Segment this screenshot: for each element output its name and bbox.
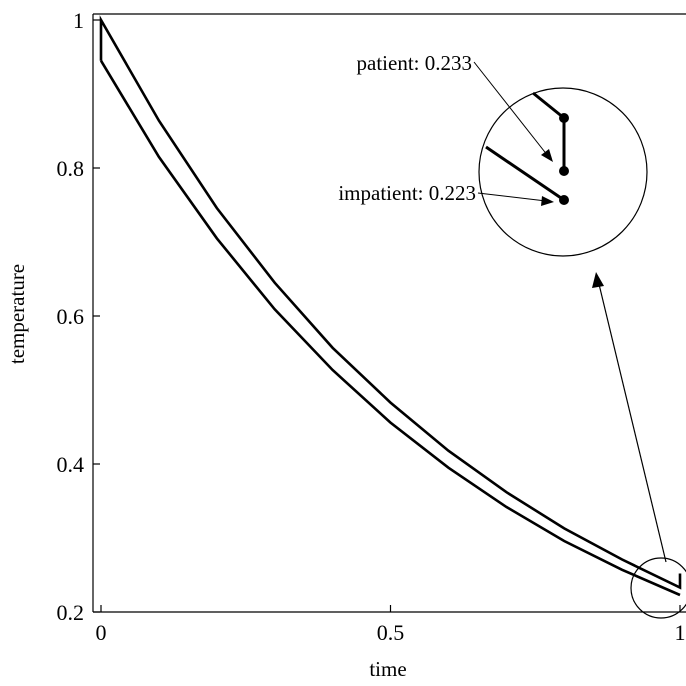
inset-circle: [478, 87, 648, 257]
x-axis-label: time: [369, 657, 406, 681]
series-1-line: [99, 15, 682, 590]
inset-patient-final-point: [559, 166, 569, 176]
y-axis-label: temperature: [5, 264, 29, 364]
inset-patient-top-point: [559, 113, 569, 123]
impatient-annotation: impatient: 0.223: [338, 181, 476, 205]
focus-circle: [630, 557, 686, 619]
zoom-connector-arrow: [597, 279, 667, 563]
y-tick-label: 0.4: [57, 452, 85, 477]
series-2-line: [99, 60, 681, 597]
x-tick-label: 0.5: [377, 620, 405, 645]
patient-annotation: patient: 0.233: [357, 51, 472, 75]
impatient-leader-arrowhead: [541, 196, 554, 206]
impatient-leader-line: [477, 192, 547, 202]
x-tick-label: 0: [96, 620, 107, 645]
patient-leader-line: [473, 61, 549, 157]
y-tick-label: 1: [73, 8, 84, 33]
zoom-connector-arrowhead: [592, 272, 604, 288]
zoom-inset: patient: 0.233 impatient: 0.223: [338, 51, 686, 619]
y-tick-label: 0.2: [57, 600, 85, 625]
patient-leader-arrowhead: [541, 149, 553, 162]
ticks: 0.2 0.4 0.6 0.8 1 0 0.5 1: [57, 8, 686, 645]
y-tick-label: 0.6: [57, 304, 85, 329]
series-layer: [99, 15, 682, 597]
x-tick-label: 1: [675, 620, 686, 645]
inset-impatient-curve: [485, 145, 565, 202]
y-tick-label: 0.8: [57, 156, 85, 181]
inset-patient-curve: [532, 91, 565, 120]
inset-impatient-final-point: [559, 195, 569, 205]
